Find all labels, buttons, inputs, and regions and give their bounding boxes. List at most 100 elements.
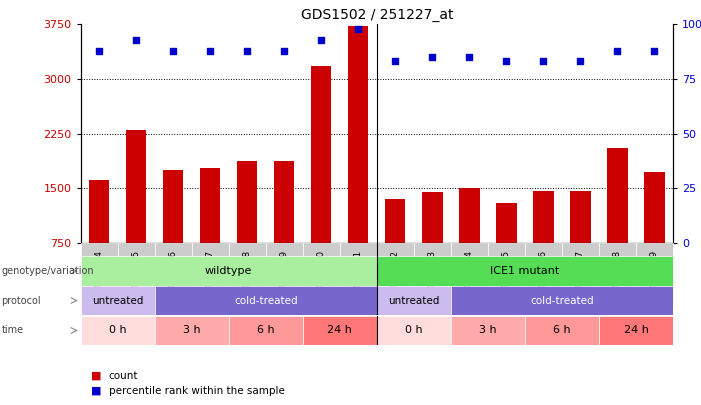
Text: time: time xyxy=(1,326,24,335)
FancyBboxPatch shape xyxy=(229,316,303,345)
Bar xyxy=(311,66,332,243)
Point xyxy=(93,47,104,54)
Point xyxy=(390,58,401,65)
FancyBboxPatch shape xyxy=(377,256,673,286)
FancyBboxPatch shape xyxy=(636,243,673,306)
Text: GSM74894: GSM74894 xyxy=(95,250,104,299)
Text: GSM74901: GSM74901 xyxy=(354,250,363,299)
FancyBboxPatch shape xyxy=(525,316,599,345)
Bar xyxy=(644,172,665,243)
Bar xyxy=(570,191,590,243)
Point xyxy=(501,58,512,65)
FancyBboxPatch shape xyxy=(266,243,303,306)
FancyBboxPatch shape xyxy=(229,243,266,306)
Point xyxy=(130,36,142,43)
Point xyxy=(242,47,253,54)
Text: GSM74907: GSM74907 xyxy=(576,250,585,299)
Point xyxy=(538,58,549,65)
FancyBboxPatch shape xyxy=(414,243,451,306)
FancyBboxPatch shape xyxy=(451,286,673,315)
Text: 3 h: 3 h xyxy=(479,326,497,335)
Text: GSM74904: GSM74904 xyxy=(465,250,474,299)
Text: 6 h: 6 h xyxy=(553,326,571,335)
Text: GSM74906: GSM74906 xyxy=(539,250,548,299)
FancyBboxPatch shape xyxy=(451,316,525,345)
FancyBboxPatch shape xyxy=(303,316,377,345)
Bar xyxy=(163,170,184,243)
Bar xyxy=(496,203,517,243)
Point xyxy=(278,47,290,54)
Point xyxy=(649,47,660,54)
Text: GSM74899: GSM74899 xyxy=(280,250,289,299)
Text: ■: ■ xyxy=(91,386,102,396)
Text: GSM74896: GSM74896 xyxy=(169,250,177,299)
Text: GSM74908: GSM74908 xyxy=(613,250,622,299)
Text: GSM74895: GSM74895 xyxy=(132,250,141,299)
FancyBboxPatch shape xyxy=(81,256,377,286)
FancyBboxPatch shape xyxy=(377,286,451,315)
Point xyxy=(427,54,438,60)
FancyBboxPatch shape xyxy=(155,316,229,345)
Point xyxy=(205,47,216,54)
FancyBboxPatch shape xyxy=(599,243,636,306)
Text: protocol: protocol xyxy=(1,296,41,305)
Text: untreated: untreated xyxy=(92,296,143,305)
FancyBboxPatch shape xyxy=(451,243,488,306)
FancyBboxPatch shape xyxy=(599,316,673,345)
Text: untreated: untreated xyxy=(388,296,440,305)
Point xyxy=(575,58,586,65)
Point xyxy=(353,26,364,32)
Point xyxy=(315,36,327,43)
Bar xyxy=(237,161,257,243)
Text: 24 h: 24 h xyxy=(327,326,352,335)
Text: GSM74903: GSM74903 xyxy=(428,250,437,299)
Text: cold-treated: cold-treated xyxy=(530,296,594,305)
Text: ■: ■ xyxy=(91,371,102,381)
Text: GSM74905: GSM74905 xyxy=(502,250,511,299)
Text: 3 h: 3 h xyxy=(183,326,200,335)
FancyBboxPatch shape xyxy=(377,243,414,306)
FancyBboxPatch shape xyxy=(340,243,377,306)
Title: GDS1502 / 251227_at: GDS1502 / 251227_at xyxy=(301,8,453,22)
FancyBboxPatch shape xyxy=(155,243,191,306)
FancyBboxPatch shape xyxy=(562,243,599,306)
Text: 24 h: 24 h xyxy=(623,326,648,335)
FancyBboxPatch shape xyxy=(303,243,340,306)
Text: cold-treated: cold-treated xyxy=(234,296,297,305)
Bar xyxy=(385,199,405,243)
Bar xyxy=(89,179,109,243)
FancyBboxPatch shape xyxy=(377,316,451,345)
Bar xyxy=(533,191,554,243)
Point xyxy=(612,47,623,54)
FancyBboxPatch shape xyxy=(81,243,118,306)
Point xyxy=(168,47,179,54)
Text: 0 h: 0 h xyxy=(405,326,423,335)
Text: wildtype: wildtype xyxy=(205,266,252,276)
Text: GSM74909: GSM74909 xyxy=(650,250,659,299)
Text: GSM74902: GSM74902 xyxy=(390,250,400,299)
FancyBboxPatch shape xyxy=(488,243,525,306)
Text: percentile rank within the sample: percentile rank within the sample xyxy=(109,386,285,396)
Bar xyxy=(607,148,627,243)
Bar xyxy=(274,161,294,243)
Bar xyxy=(459,188,479,243)
Text: 0 h: 0 h xyxy=(109,326,126,335)
Text: GSM74898: GSM74898 xyxy=(243,250,252,299)
Text: genotype/variation: genotype/variation xyxy=(1,266,94,276)
Text: GSM74897: GSM74897 xyxy=(205,250,215,299)
Text: GSM74900: GSM74900 xyxy=(317,250,326,299)
Bar xyxy=(348,26,369,243)
FancyBboxPatch shape xyxy=(155,286,377,315)
FancyBboxPatch shape xyxy=(191,243,229,306)
Text: count: count xyxy=(109,371,138,381)
FancyBboxPatch shape xyxy=(525,243,562,306)
Bar xyxy=(200,168,220,243)
Bar xyxy=(422,192,442,243)
Point xyxy=(464,54,475,60)
Bar xyxy=(126,130,147,243)
FancyBboxPatch shape xyxy=(81,316,155,345)
Text: ICE1 mutant: ICE1 mutant xyxy=(490,266,559,276)
FancyBboxPatch shape xyxy=(118,243,155,306)
Text: 6 h: 6 h xyxy=(257,326,275,335)
FancyBboxPatch shape xyxy=(81,286,155,315)
